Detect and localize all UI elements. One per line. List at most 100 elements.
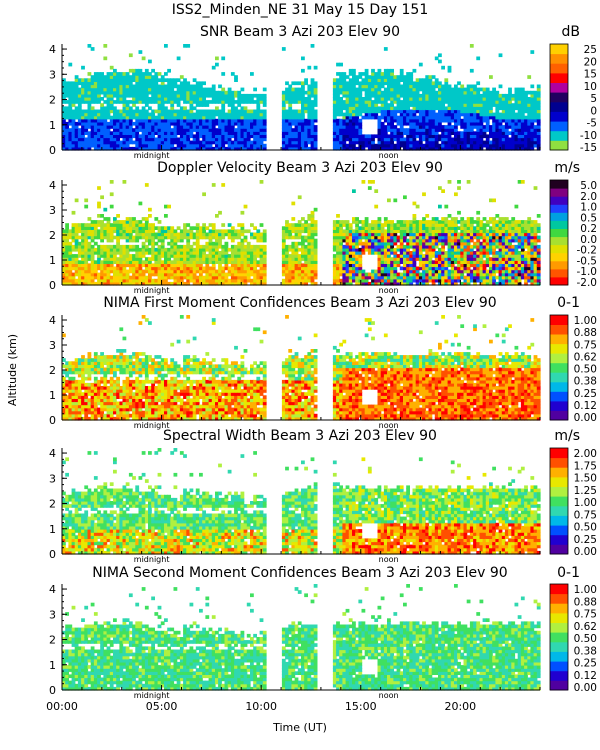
heatmap-cell	[466, 93, 471, 98]
heatmap-cell	[313, 146, 318, 151]
heatmap-cell	[438, 84, 442, 89]
heatmap-cell	[352, 269, 356, 274]
heatmap-cell	[93, 115, 98, 120]
heatmap-cell	[211, 226, 216, 230]
heatmap-cell	[211, 125, 216, 129]
heatmap-cell	[406, 140, 410, 145]
heatmap-cell	[135, 134, 140, 139]
heatmap-cell	[393, 269, 398, 274]
heatmap-cell	[466, 106, 471, 111]
heatmap-cell	[367, 112, 372, 117]
heatmap-cell	[234, 143, 238, 148]
heatmap-cell	[164, 137, 168, 142]
heatmap-cell	[406, 226, 410, 230]
heatmap-cell	[176, 97, 181, 101]
heatmap-cell	[144, 72, 149, 76]
heatmap-cell	[176, 143, 181, 148]
heatmap-cell	[211, 128, 216, 132]
heatmap-cell	[342, 266, 347, 271]
heatmap-cell	[390, 278, 394, 283]
heatmap-cell	[84, 229, 89, 234]
heatmap-cell	[221, 247, 226, 252]
heatmap-cell	[285, 100, 289, 104]
heatmap-cell	[234, 263, 238, 268]
heatmap-cell	[447, 131, 452, 135]
heatmap-cell	[128, 81, 133, 86]
heatmap-cell	[425, 93, 430, 98]
heatmap-cell	[144, 84, 149, 89]
heatmap-cell	[479, 131, 484, 135]
heatmap-cell	[501, 125, 506, 129]
heatmap-cell	[434, 78, 439, 82]
heatmap-cell	[189, 257, 194, 261]
heatmap-cell	[339, 103, 343, 107]
heatmap-cell	[230, 72, 235, 76]
heatmap-cell	[250, 263, 254, 268]
heatmap-cell	[425, 146, 430, 151]
heatmap-cell	[336, 93, 340, 98]
heatmap-cell	[90, 266, 95, 271]
heatmap-cell	[457, 134, 461, 139]
heatmap-cell	[93, 137, 98, 142]
heatmap-cell	[192, 115, 197, 120]
heatmap-cell	[336, 106, 340, 111]
heatmap-cell	[240, 275, 245, 280]
heatmap-cell	[527, 106, 532, 111]
heatmap-cell	[173, 269, 178, 274]
heatmap-cell	[195, 128, 200, 132]
heatmap-cell	[304, 266, 308, 271]
heatmap-cell	[422, 137, 426, 142]
heatmap-cell	[358, 134, 363, 139]
heatmap-cell	[454, 90, 458, 95]
heatmap-cell	[93, 143, 98, 148]
heatmap-cell	[122, 257, 127, 261]
heatmap-cell	[380, 115, 385, 120]
heatmap-cell	[199, 131, 203, 135]
heatmap-cell	[81, 247, 85, 252]
heatmap-cell	[218, 266, 222, 271]
heatmap-cell	[74, 281, 79, 286]
heatmap-cell	[364, 87, 369, 92]
heatmap-cell	[355, 217, 359, 221]
heatmap-cell	[215, 109, 219, 114]
heatmap-cell	[288, 232, 293, 237]
heatmap-cell	[361, 134, 366, 139]
heatmap-cell	[479, 140, 484, 145]
heatmap-cell	[409, 266, 414, 271]
heatmap-cell	[281, 109, 286, 114]
heatmap-cell	[457, 97, 461, 101]
heatmap-cell	[301, 235, 305, 240]
heatmap-cell	[345, 75, 350, 79]
heatmap-cell	[74, 134, 79, 139]
heatmap-cell	[218, 210, 222, 215]
heatmap-cell	[387, 275, 391, 280]
heatmap-cell	[113, 146, 117, 151]
heatmap-cell	[339, 247, 343, 252]
heatmap-cell	[310, 272, 315, 277]
heatmap-cell	[103, 247, 108, 252]
heatmap-cell	[116, 229, 120, 234]
heatmap-cell	[87, 118, 92, 123]
heatmap-cell	[243, 115, 248, 120]
heatmap-cell	[205, 125, 210, 129]
heatmap-cell	[100, 220, 104, 224]
heatmap-cell	[151, 93, 155, 98]
heatmap-cell	[297, 263, 302, 268]
heatmap-cell	[65, 106, 69, 111]
heatmap-cell	[122, 137, 127, 142]
heatmap-cell	[256, 143, 261, 148]
heatmap-cell	[211, 263, 216, 268]
heatmap-cell	[84, 198, 89, 203]
heatmap-cell	[68, 266, 73, 271]
heatmap-cell	[138, 201, 143, 206]
heatmap-cell	[62, 84, 66, 89]
heatmap-cell	[68, 134, 73, 139]
heatmap-cell	[109, 131, 114, 135]
heatmap-cell	[100, 272, 104, 277]
heatmap-cell	[339, 87, 343, 92]
heatmap-cell	[425, 103, 430, 107]
heatmap-cell	[367, 241, 372, 246]
heatmap-cell	[100, 247, 104, 252]
heatmap-cell	[170, 81, 175, 86]
heatmap-cell	[202, 100, 206, 104]
